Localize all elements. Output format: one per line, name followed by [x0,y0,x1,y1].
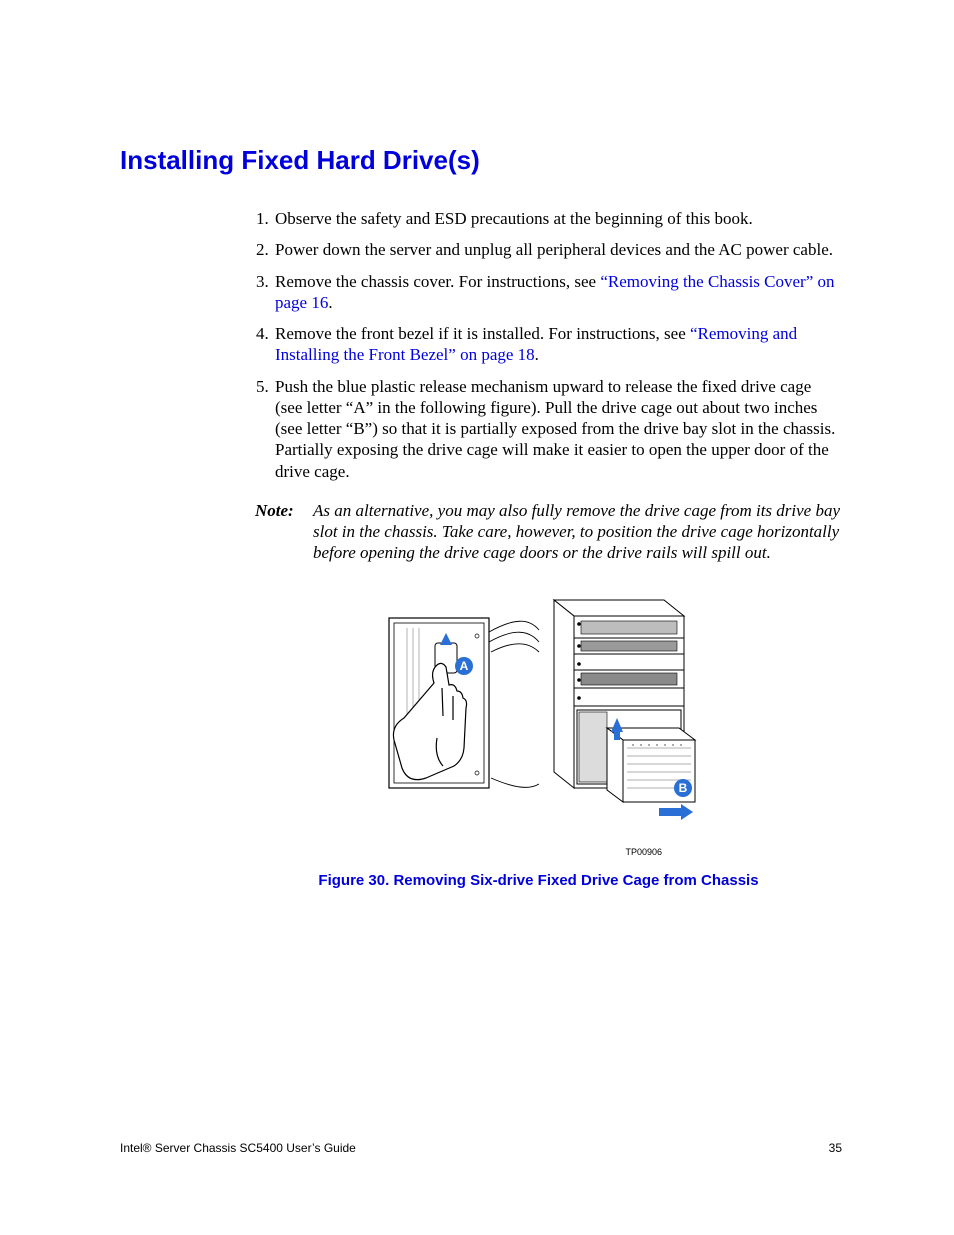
figure-30: A [235,588,842,891]
step-4-text-a: Remove the front bezel if it is installe… [275,324,690,343]
callout-b-label: B [678,781,687,795]
pull-arrow [659,804,693,820]
step-5: Push the blue plastic release mechanism … [273,376,842,482]
callout-a-label: A [459,659,468,673]
step-3: Remove the chassis cover. For instructio… [273,271,842,314]
step-3-text-b: . [328,293,332,312]
figure-illustration: A [379,588,699,843]
figure-id: TP00906 [235,847,662,858]
section-heading: Installing Fixed Hard Drive(s) [120,145,842,176]
footer-guide-title: Intel® Server Chassis SC5400 User’s Guid… [120,1141,356,1155]
left-panel-group: A [389,618,489,788]
page: Installing Fixed Hard Drive(s) Observe t… [0,0,954,1235]
step-4: Remove the front bezel if it is installe… [273,323,842,366]
note-label: Note: [255,500,313,564]
step-3-text-a: Remove the chassis cover. For instructio… [275,272,600,291]
figure-caption: Figure 30. Removing Six-drive Fixed Driv… [235,872,842,891]
step-2: Power down the server and unplug all per… [273,239,842,260]
step-1: Observe the safety and ESD precautions a… [273,208,842,229]
footer-page-number: 35 [829,1141,842,1155]
page-footer: Intel® Server Chassis SC5400 User’s Guid… [120,1141,842,1155]
note-text: As an alternative, you may also fully re… [313,500,842,564]
step-list: Observe the safety and ESD precautions a… [235,208,842,482]
note-block: Note: As an alternative, you may also fu… [235,500,842,564]
step-4-text-b: . [535,345,539,364]
content-block: Observe the safety and ESD precautions a… [235,208,842,891]
fold-lines [489,621,539,787]
hand-icon [393,663,466,779]
